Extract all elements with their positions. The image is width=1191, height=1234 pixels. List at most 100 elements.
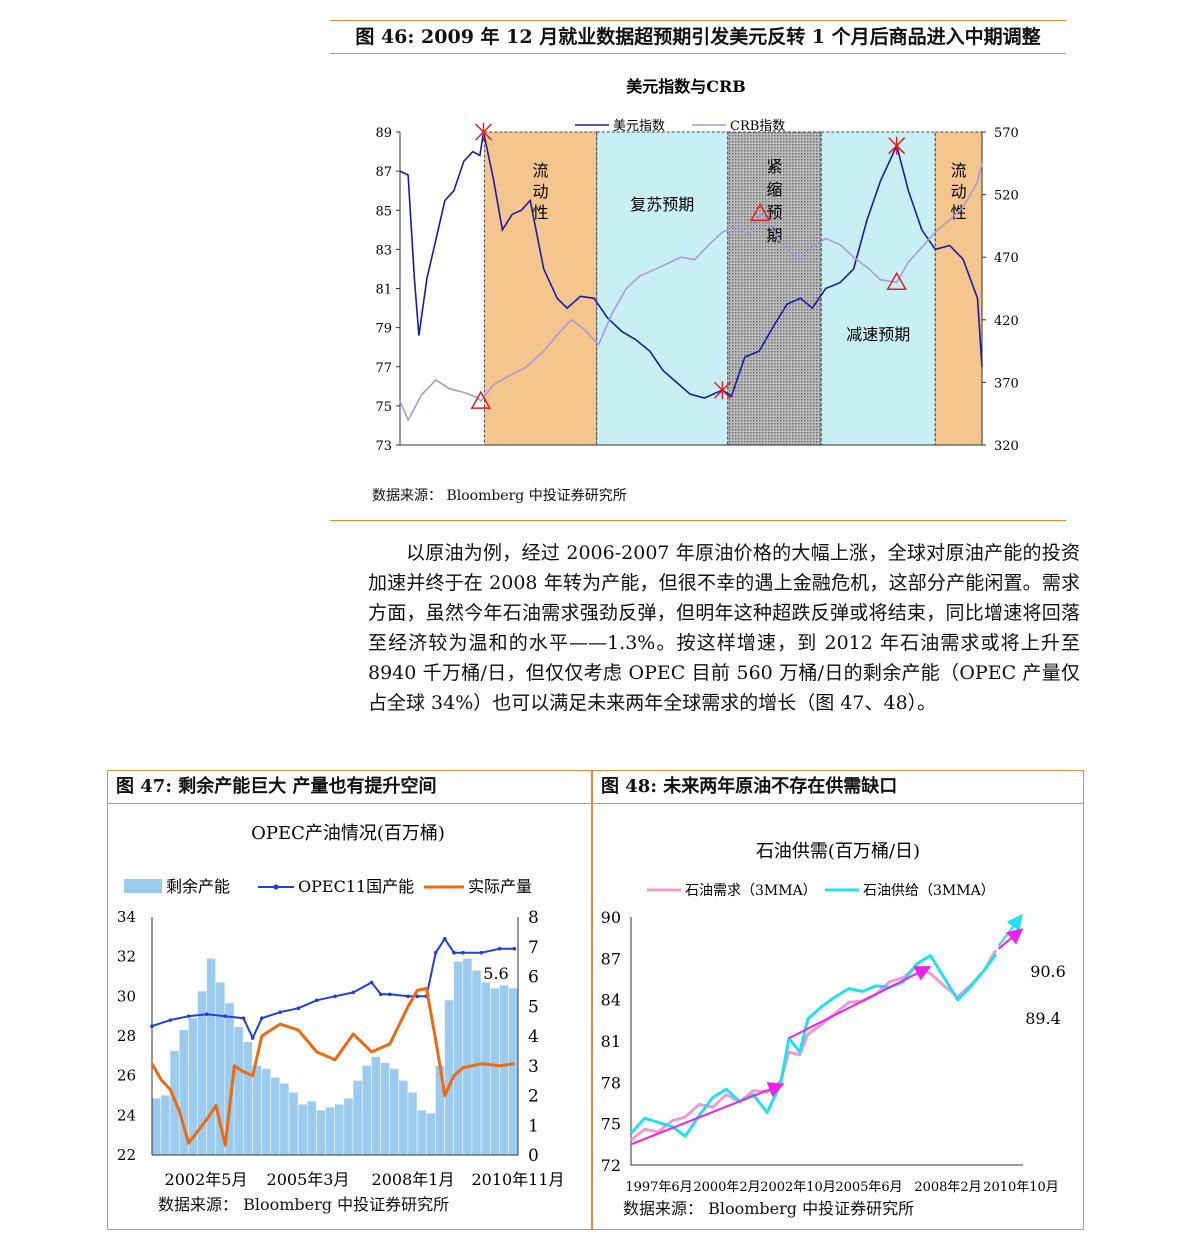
figure-47-panel: 图 47: 剩余产能巨大 产量也有提升空间 OPEC产油情况(百万桶) 剩余产能… (107, 770, 592, 1230)
series-opec11-point (241, 1016, 246, 1020)
y-tick-label: 30 (117, 987, 136, 1005)
x-tick-label: 1997年6月 (625, 1180, 692, 1195)
band-1 (596, 131, 729, 446)
trend-arrow (788, 966, 932, 1040)
trend-arrow (997, 913, 1023, 947)
band-label: 减速预期 (846, 325, 910, 344)
bar-spare-capacity (307, 1101, 317, 1155)
chart-opec-production: OPEC产油情况(百万桶) 剩余产能 OPEC11国产能 实际产量 22242628… (117, 823, 565, 1189)
y-tick-label: 84 (601, 991, 621, 1010)
y-tick-label: 73 (375, 439, 392, 454)
x-tick-label: 2010年10月 (983, 1180, 1059, 1195)
y-tick-label: 90 (601, 908, 621, 927)
bar-spare-capacity (335, 1104, 344, 1155)
marker-triangle (749, 202, 771, 222)
band-0 (483, 131, 598, 446)
legend-label: 剩余产能 (166, 877, 230, 896)
figure-46-title: 图 46: 2009 年 12 月就业数据超预期引发美元反转 1 个月后商品进入… (330, 20, 1066, 54)
bar-spare-capacity (197, 991, 207, 1155)
series-opec11-point (150, 1024, 154, 1028)
y2-tick-label: 4 (528, 1027, 539, 1047)
y-tick-label: 22 (117, 1146, 136, 1164)
bar-spare-capacity (426, 1113, 436, 1155)
y-tick-label: 26 (117, 1067, 136, 1085)
y-tick-label: 79 (375, 322, 392, 337)
body-paragraph: 以原油为例，经过 2006-2007 年原油价格的大幅上涨，全球对原油产能的投资… (368, 542, 1080, 714)
bar-spare-capacity (435, 1065, 445, 1155)
bar-spare-capacity (408, 1092, 417, 1155)
band-label: 复苏预期 (630, 195, 694, 214)
figure-47-source: 数据来源： Bloomberg 中投证券研究所 (158, 1195, 450, 1214)
x-tick-label: 2005年3月 (267, 1170, 350, 1189)
series-opec11-point (452, 950, 456, 955)
legend-label: 石油需求（3MMA） (685, 883, 817, 899)
bar-spare-capacity (490, 988, 500, 1155)
series-opec11-point (205, 1012, 209, 1016)
series-opec11-point (314, 998, 319, 1003)
legend-swatch-bar (124, 879, 162, 893)
band-label-char: 缩 (767, 180, 783, 199)
band-label-char: 动 (951, 182, 967, 201)
chart-title: 石油供需(百万桶/日) (756, 841, 920, 862)
bar-spare-capacity (481, 982, 490, 1155)
bar-spare-capacity (243, 1041, 253, 1155)
y2-tick-label: 420 (994, 314, 1019, 329)
legend-label: 美元指数 (613, 119, 665, 134)
bar-spare-capacity (206, 958, 216, 1155)
bar-spare-capacity (216, 982, 225, 1155)
series-actual-line (150, 986, 515, 1147)
y-tick-label: 32 (117, 948, 136, 966)
legend-label: 石油供给（3MMA） (863, 883, 995, 899)
bar-spare-capacity (152, 1098, 161, 1155)
x-tick-label: 2002年5月 (165, 1170, 248, 1189)
y-tick-label: 87 (601, 949, 621, 968)
band-label-char: 期 (767, 226, 783, 245)
band-3 (820, 131, 936, 446)
band-label-char: 预 (767, 203, 783, 222)
bar-spare-capacity (389, 1068, 399, 1155)
figure-47-title: 图 47: 剩余产能巨大 产量也有提升空间 (108, 771, 591, 804)
y-tick-label: 85 (375, 204, 392, 219)
y-tick-label: 72 (601, 1156, 621, 1175)
x-tick-label: 2008年1月 (372, 1170, 455, 1189)
legend-label: CRB指数 (730, 119, 785, 134)
band-label-char: 紧 (767, 157, 783, 176)
bar-spare-capacity (499, 985, 509, 1155)
y2-tick-label: 3 (528, 1057, 539, 1077)
x-tick-label: 2002年10月 (760, 1180, 836, 1195)
y-tick-label: 81 (375, 283, 392, 298)
y-tick-label: 81 (601, 1032, 621, 1051)
series-opec11-point (296, 1006, 301, 1011)
legend-label: 实际产量 (468, 877, 532, 896)
y2-tick-label: 470 (994, 251, 1019, 266)
x-tick-label: 2000年2月 (693, 1180, 760, 1195)
figure-46-bottom-rule (330, 520, 1066, 521)
bar-spare-capacity (472, 970, 481, 1155)
y2-tick-label: 370 (994, 376, 1019, 391)
chart-title: 美元指数与CRB (626, 77, 746, 96)
legend-swatch-dot (273, 884, 279, 890)
series-opec11-point (497, 946, 502, 951)
series-opec11-point (479, 950, 484, 955)
y-tick-label: 75 (601, 1115, 621, 1134)
series-opec11-point (461, 950, 465, 955)
figure-46-source: 数据来源： Bloomberg 中投证券研究所 (372, 488, 627, 504)
band-label-char: 动 (533, 182, 549, 201)
y-tick-label: 89 (375, 126, 392, 141)
bar-spare-capacity (353, 1080, 362, 1155)
bar-spare-capacity (399, 1080, 408, 1155)
series-usd-line (399, 131, 983, 399)
y2-tick-label: 2 (528, 1087, 539, 1107)
figure-48-panel: 图 48: 未来两年原油不存在供需缺口 石油供需(百万桶/日) 石油需求（3MM… (592, 770, 1084, 1230)
series-opec11-point (333, 994, 337, 999)
series-opec11-point (250, 1036, 255, 1040)
bar-spare-capacity (463, 958, 472, 1155)
bar-spare-capacity (444, 1000, 454, 1155)
bar-spare-capacity (325, 1107, 335, 1155)
marker-triangle (470, 390, 492, 409)
band-2 (727, 131, 822, 446)
x-tick-label: 2008年2月 (914, 1180, 981, 1195)
series-opec11-point (260, 1016, 264, 1020)
series-opec11-point (223, 1014, 227, 1018)
bar-spare-capacity (371, 1056, 381, 1155)
